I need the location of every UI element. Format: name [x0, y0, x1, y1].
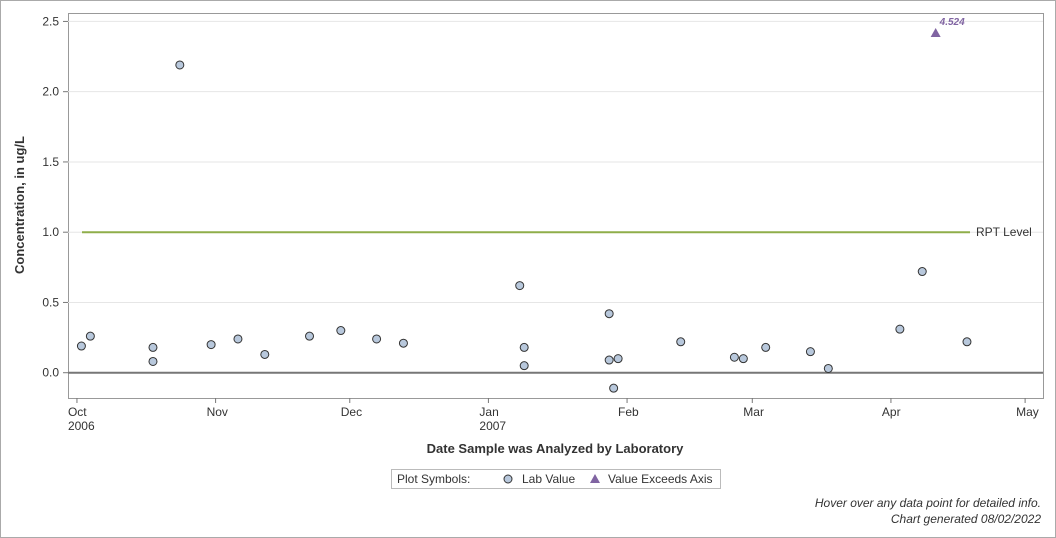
- data-point[interactable]: [604, 355, 614, 365]
- plot-frame: [68, 13, 1044, 399]
- data-point[interactable]: [85, 331, 95, 341]
- x-tick-label: Nov: [207, 405, 228, 419]
- data-point[interactable]: [805, 347, 815, 357]
- x-tick-label: May: [1016, 405, 1039, 419]
- data-point[interactable]: [761, 342, 771, 352]
- x-tick-label: Mar: [743, 405, 764, 419]
- footnote: Chart generated 08/02/2022: [891, 512, 1041, 526]
- legend-label: Lab Value: [522, 472, 575, 486]
- y-tick-label: 2.5: [42, 14, 59, 28]
- reference-label: RPT Level: [976, 225, 1032, 239]
- data-point[interactable]: [729, 352, 739, 362]
- y-tick-label: 1.0: [42, 225, 59, 239]
- data-point[interactable]: [336, 326, 346, 336]
- legend-label: Value Exceeds Axis: [608, 472, 713, 486]
- y-axis-label: Concentration, in ug/L: [12, 136, 27, 274]
- y-tick-label: 2.0: [42, 85, 59, 99]
- data-point[interactable]: [604, 309, 614, 319]
- data-point[interactable]: [305, 331, 315, 341]
- x-tick-label: Oct 2006: [68, 405, 95, 433]
- legend-box: [391, 469, 721, 489]
- data-point[interactable]: [148, 356, 158, 366]
- data-point[interactable]: [823, 363, 833, 373]
- data-point[interactable]: [917, 267, 927, 277]
- data-point[interactable]: [895, 324, 905, 334]
- x-tick-label: Feb: [618, 405, 639, 419]
- data-point[interactable]: [519, 342, 529, 352]
- x-tick-label: Dec: [341, 405, 362, 419]
- data-point[interactable]: [613, 354, 623, 364]
- data-point[interactable]: [519, 361, 529, 371]
- data-point[interactable]: [175, 60, 185, 70]
- footnote: Hover over any data point for detailed i…: [815, 496, 1041, 510]
- data-point[interactable]: [260, 349, 270, 359]
- data-point[interactable]: [148, 342, 158, 352]
- exceeds-marker[interactable]: [930, 28, 941, 37]
- data-point[interactable]: [609, 383, 619, 393]
- y-tick-label: 0.5: [42, 295, 59, 309]
- data-point[interactable]: [76, 341, 86, 351]
- legend-symbol: [503, 474, 513, 484]
- data-point[interactable]: [398, 338, 408, 348]
- data-point[interactable]: [676, 337, 686, 347]
- data-point[interactable]: [372, 334, 382, 344]
- data-point[interactable]: [206, 340, 216, 350]
- y-tick-label: 0.0: [42, 366, 59, 380]
- data-point[interactable]: [233, 334, 243, 344]
- data-point[interactable]: [738, 354, 748, 364]
- legend-symbol: [590, 474, 600, 483]
- x-axis-label: Date Sample was Analyzed by Laboratory: [427, 441, 684, 456]
- legend-title: Plot Symbols:: [397, 472, 470, 486]
- x-tick-label: Jan 2007: [479, 405, 506, 433]
- data-point[interactable]: [962, 337, 972, 347]
- y-tick-label: 1.5: [42, 155, 59, 169]
- x-tick-label: Apr: [882, 405, 901, 419]
- data-point[interactable]: [515, 281, 525, 291]
- exceeds-label: 4.524: [939, 17, 965, 28]
